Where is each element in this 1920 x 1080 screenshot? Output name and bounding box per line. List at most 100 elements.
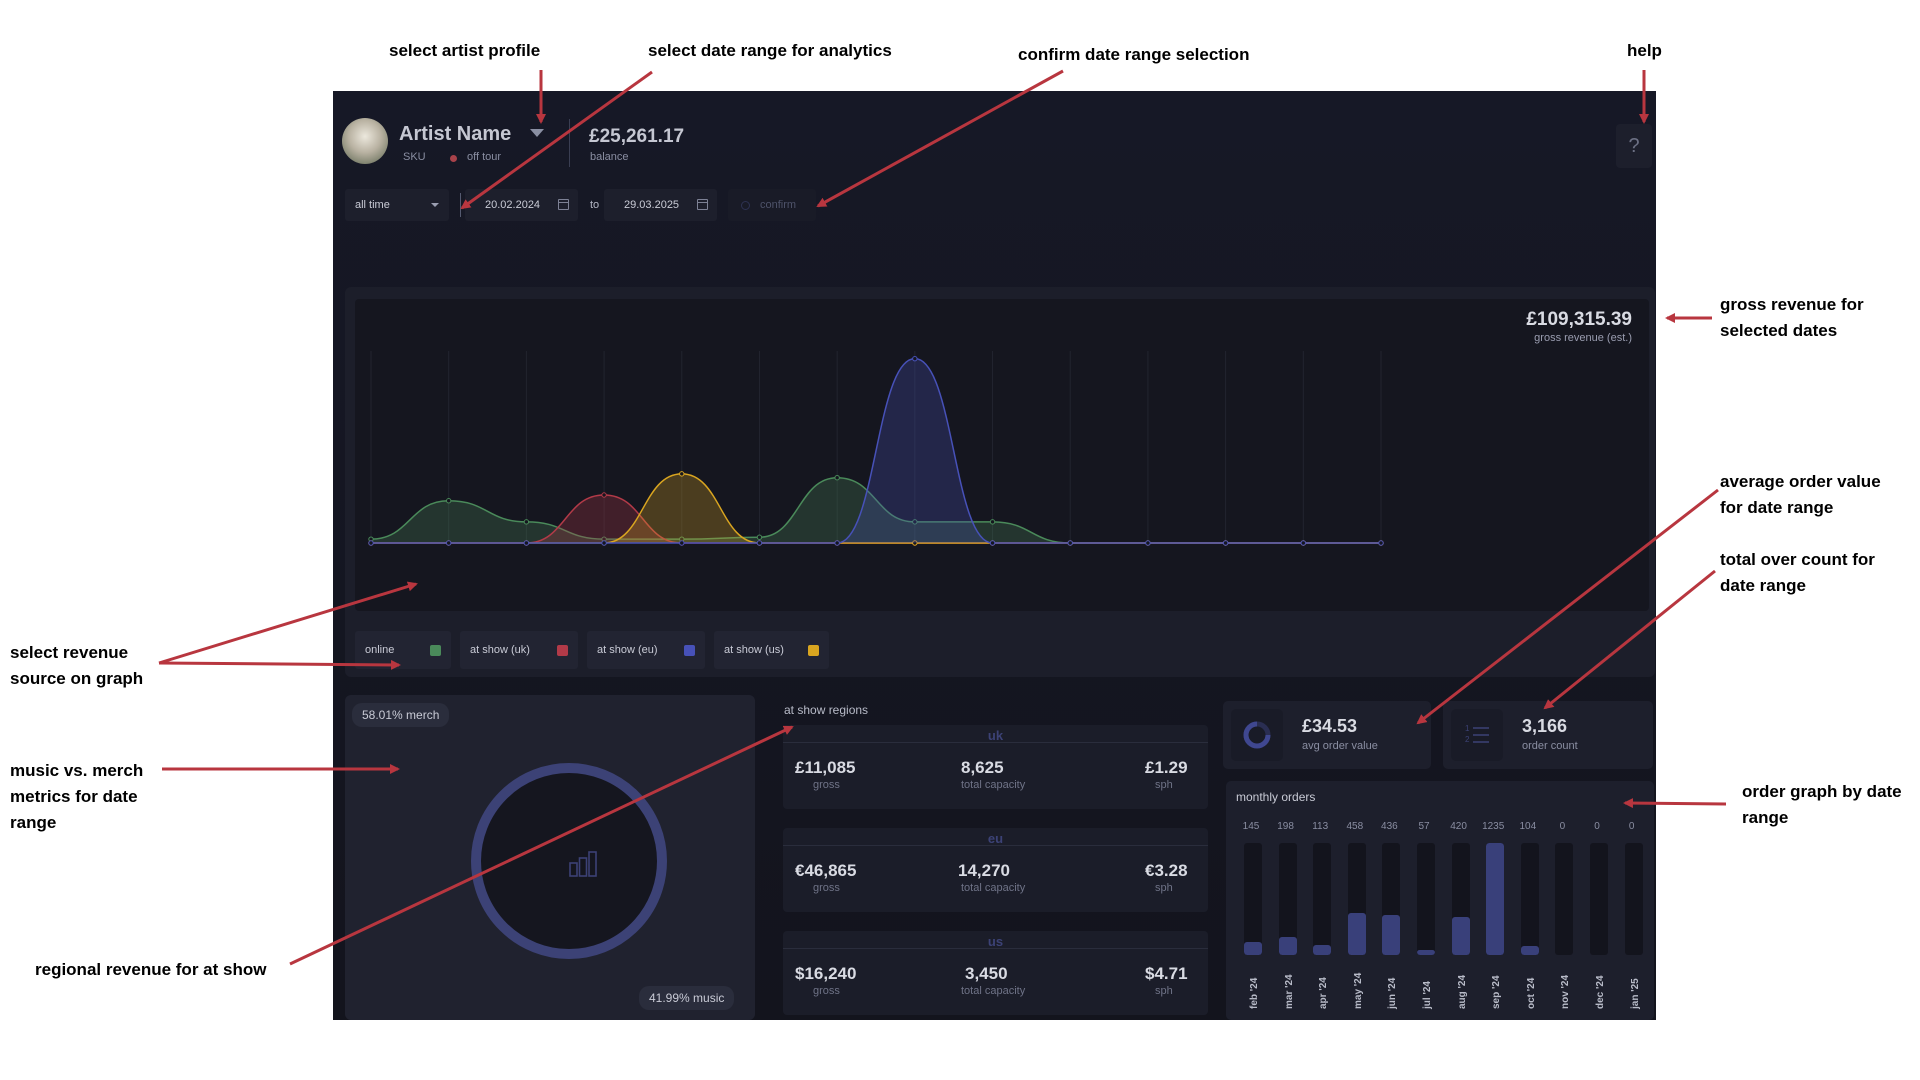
source-toggle-eu[interactable]: at show (eu) — [587, 631, 705, 669]
header-divider — [569, 119, 570, 167]
data-point — [1222, 540, 1229, 546]
order-count-icon-box: 1 2 — [1451, 709, 1503, 761]
month-bar-track — [1486, 843, 1505, 955]
date-to-input[interactable]: 29.03.2025 — [604, 189, 717, 221]
month-bar — [1417, 949, 1435, 955]
source-toggle-online[interactable]: online — [355, 631, 451, 669]
source-toggle-us[interactable]: at show (us) — [714, 631, 829, 669]
source-label: at show (eu) — [597, 644, 658, 656]
month-bar-track — [1347, 843, 1366, 955]
artist-name[interactable]: Artist Name — [399, 123, 512, 145]
region-gross-label: gross — [813, 882, 840, 894]
checkbox-icon[interactable] — [430, 645, 441, 656]
order-count-label: order count — [1522, 740, 1578, 752]
confirm-label: confirm — [760, 199, 797, 211]
month-bar-track — [1555, 843, 1574, 955]
region-gross: £11,085 — [795, 758, 856, 777]
region-capacity: 14,270 — [958, 861, 1010, 880]
region-card-uk: uk £11,085 gross 8,625 total capacity £1… — [783, 725, 1208, 809]
month-order-count: 420 — [1450, 821, 1467, 832]
avg-order-label: avg order value — [1302, 740, 1378, 752]
data-point — [756, 540, 763, 546]
checkbox-icon[interactable] — [808, 645, 819, 656]
monthly-orders-title: monthly orders — [1236, 790, 1316, 804]
help-button[interactable]: ? — [1616, 124, 1652, 168]
artist-avatar[interactable] — [342, 118, 388, 164]
region-sph: $4.71 — [1145, 964, 1188, 983]
annotation-help: help — [1627, 41, 1662, 60]
region-divider — [783, 948, 1208, 949]
avg-order-icon-box — [1231, 709, 1283, 761]
series-area-at-show-uk- — [371, 495, 1381, 543]
region-sph-label: sph — [1155, 882, 1173, 894]
month-order-count: 0 — [1594, 821, 1600, 832]
data-point — [834, 540, 840, 546]
merch-percentage: 58.01% merch — [352, 703, 450, 727]
donut-icon — [1243, 721, 1271, 749]
region-gross-label: gross — [813, 985, 840, 997]
month-bar-track — [1417, 843, 1435, 955]
month-bar-track — [1278, 843, 1297, 955]
date-divider — [460, 193, 461, 217]
month-bar — [1278, 937, 1297, 955]
source-label: at show (us) — [724, 644, 784, 656]
dashboard-app: Artist Name SKU off tour £25,261.17 bala… — [333, 91, 1656, 1020]
region-capacity-label: total capacity — [961, 985, 1026, 997]
data-point — [1300, 540, 1307, 546]
month-order-count: 458 — [1346, 821, 1364, 832]
month-label: jan '25 — [1629, 978, 1641, 1009]
month-order-count: 145 — [1242, 821, 1260, 832]
date-range-select[interactable]: all time — [345, 189, 449, 221]
checkbox-icon[interactable] — [684, 645, 695, 656]
month-label: mar '24 — [1283, 974, 1295, 1009]
month-bar-track — [1590, 843, 1608, 955]
region-capacity-label: total capacity — [961, 882, 1026, 894]
month-bar — [1313, 944, 1332, 955]
data-point — [1145, 540, 1151, 546]
region-gross: $16,240 — [795, 964, 857, 983]
tour-status: off tour — [467, 151, 502, 163]
data-point — [1378, 540, 1384, 546]
month-order-count: 104 — [1519, 821, 1537, 832]
annotation-gross-revenue: gross revenue for selected dates — [1720, 295, 1864, 340]
annotation-music-merch: music vs. merch metrics for date range — [10, 761, 144, 832]
music-percentage: 41.99% music — [639, 986, 735, 1010]
order-count-card: 1 2 3,166 order count — [1443, 701, 1653, 769]
artist-sku: SKU — [403, 151, 426, 163]
region-capacity: 3,450 — [965, 964, 1008, 983]
date-from-input[interactable]: 20.02.2024 — [465, 189, 578, 221]
music-merch-panel: 58.01% merch 41.99% music — [345, 695, 755, 1020]
month-order-count: 113 — [1312, 821, 1329, 832]
region-sph: €3.28 — [1145, 861, 1188, 880]
region-sph: £1.29 — [1145, 758, 1188, 777]
confirm-radio-icon — [741, 201, 750, 210]
confirm-button[interactable]: confirm — [728, 189, 816, 221]
month-bar-track — [1624, 843, 1643, 955]
numbered-list-icon: 1 2 — [1465, 724, 1489, 744]
tour-status-dot-icon — [450, 155, 457, 162]
region-gross-label: gross — [813, 779, 840, 791]
annotation-regional-revenue: regional revenue for at show — [35, 960, 267, 979]
source-toggle-uk[interactable]: at show (uk) — [460, 631, 578, 669]
calendar-icon[interactable] — [558, 199, 569, 210]
month-label: oct '24 — [1525, 977, 1537, 1009]
month-bar — [1244, 941, 1262, 955]
balance-label: balance — [590, 151, 629, 163]
data-point — [834, 475, 840, 481]
month-bar-track — [1382, 843, 1401, 955]
checkbox-icon[interactable] — [557, 645, 568, 656]
calendar-icon[interactable] — [697, 199, 708, 210]
region-divider — [783, 742, 1208, 743]
artist-dropdown-chevron-icon[interactable] — [530, 129, 544, 137]
annotation-revenue-source: select revenue source on graph — [10, 643, 144, 688]
month-label: aug '24 — [1456, 974, 1468, 1009]
avg-order-value: £34.53 — [1302, 716, 1358, 736]
region-name: uk — [987, 728, 1004, 743]
gross-revenue-value: £109,315.39 — [1526, 309, 1632, 330]
data-point — [601, 540, 607, 546]
revenue-chart — [368, 351, 1384, 546]
data-point — [1067, 540, 1073, 546]
month-label: sep '24 — [1491, 975, 1503, 1009]
month-label: nov '24 — [1560, 974, 1572, 1009]
month-bar — [1451, 916, 1470, 955]
